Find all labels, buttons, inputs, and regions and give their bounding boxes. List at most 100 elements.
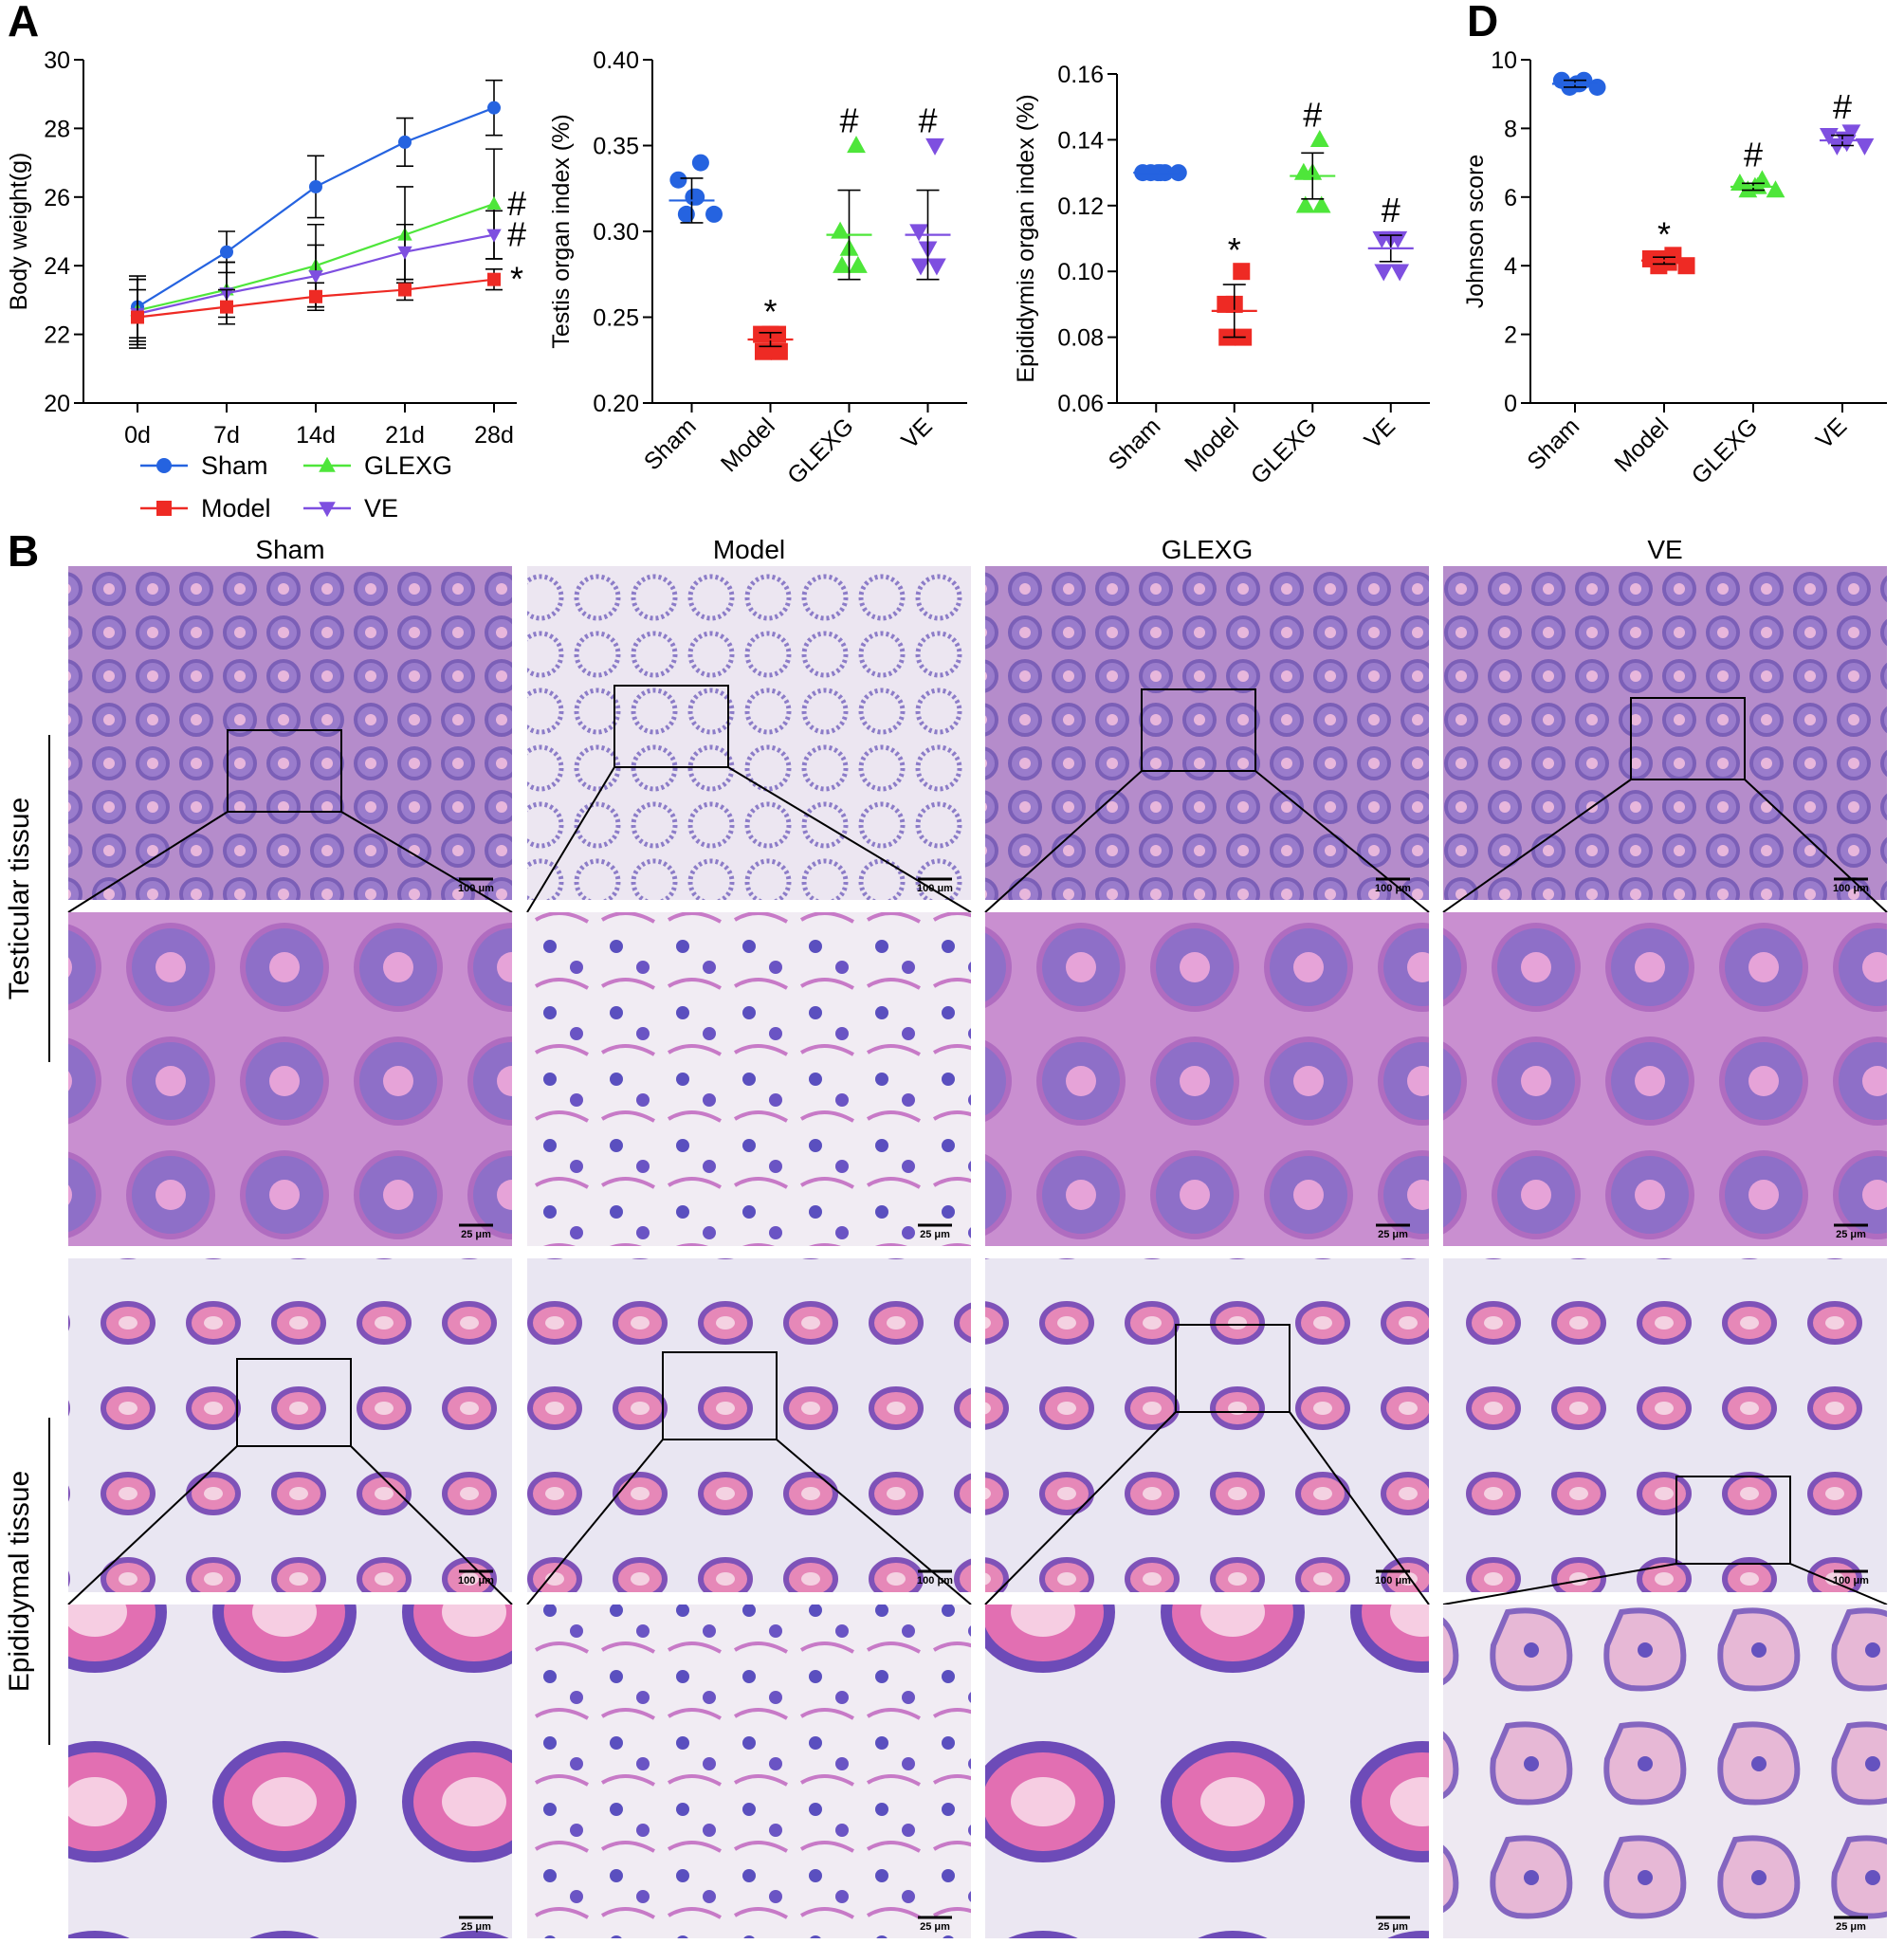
zoom-line [526, 766, 615, 913]
testis-significance-model: * [763, 292, 777, 331]
testis-point-sham [669, 171, 687, 189]
bw-ytick-label: 22 [44, 322, 70, 349]
epi-xtick-label: Model [1180, 413, 1244, 477]
row-label-testicular: Testicular tissue [4, 798, 35, 1000]
bw-point-sham [220, 245, 233, 259]
bw-point-model [309, 289, 322, 303]
bw-xtick-label: 28d [474, 422, 514, 449]
testis-point-glexg [831, 221, 850, 239]
bw-point-model [398, 283, 412, 297]
scale-bar-label: 25 μm [1378, 1229, 1408, 1240]
johnson-point-glexg [1738, 180, 1758, 198]
testis-ylabel: Testis organ index (%) [548, 114, 575, 348]
testis-point-ve [925, 138, 944, 156]
testis-point-glexg [849, 255, 868, 273]
zoom-line [1442, 1563, 1677, 1605]
bw-ytick-label: 20 [44, 391, 70, 417]
epi-ytick-label: 0.06 [1057, 391, 1104, 417]
histology-grid: Sham Model GLEXG VE 100 μm 100 μm 100 μm 100 μm… [4, 535, 1888, 1938]
scale-bar-label: 100 μm [917, 883, 953, 894]
micrograph-model-epididymis-high [527, 1605, 971, 1938]
testis-point-ve [927, 258, 946, 276]
micrograph-ve-epididymis-high [1443, 1605, 1887, 1938]
bw-point-model [487, 272, 501, 286]
johnson-significance-ve: # [1833, 87, 1852, 126]
testis-point-sham [687, 188, 705, 206]
johnson-significance-model: * [1657, 214, 1671, 253]
bw-ytick-label: 24 [44, 253, 70, 280]
micrograph-ve-testis-high [1443, 912, 1887, 1246]
micrograph-sham-testis-high [68, 912, 512, 1246]
micrograph-glexg-testis-low [985, 566, 1429, 900]
epi-point-glexg [1311, 195, 1331, 213]
zoom-line [1289, 1411, 1430, 1605]
johnson-xtick-label: VE [1811, 413, 1852, 453]
micrograph-sham-epididymis-low [68, 1258, 512, 1592]
zoom-line [727, 766, 972, 913]
column-header-model: Model [713, 535, 785, 564]
bw-point-sham [487, 101, 501, 115]
zoom-line [776, 1439, 972, 1605]
testis-xtick-label: GLEXG [782, 413, 859, 489]
micrograph-sham-epididymis-high [68, 1605, 512, 1938]
scale-bar-label: 100 μm [1375, 1575, 1411, 1586]
johnson-ytick-label: 6 [1504, 185, 1517, 211]
epi-point-model [1233, 263, 1251, 281]
johnson-ytick-label: 2 [1504, 322, 1517, 349]
johnson-point-ve [1819, 127, 1839, 145]
bw-point-sham [398, 135, 412, 149]
epididymis-index-chart: 0.06 0.08 0.10 0.12 0.14 0.16 Epididymis organ… [1013, 62, 1430, 489]
bw-significance-ve: # [507, 215, 526, 254]
testis-point-ve [911, 258, 930, 276]
testis-point-ve [909, 224, 928, 242]
testis-point-glexg [847, 136, 866, 154]
epi-ytick-label: 0.08 [1057, 325, 1104, 352]
testis-ytick-label: 0.20 [593, 391, 639, 417]
epi-point-glexg [1309, 130, 1329, 148]
scale-bar-label: 100 μm [917, 1575, 953, 1586]
legend-marker-glexg [319, 456, 336, 472]
bw-xtick-label: 21d [385, 422, 425, 449]
bw-xtick-label: 14d [296, 422, 336, 449]
testis-xtick-label: VE [896, 413, 937, 453]
epi-significance-model: * [1228, 230, 1241, 269]
testis-significance-ve: # [918, 101, 937, 140]
legend-label-sham: Sham [201, 451, 268, 480]
bw-ylabel: Body weight(g) [6, 153, 32, 311]
epi-ytick-label: 0.10 [1057, 259, 1104, 285]
johnson-xtick-label: Model [1609, 413, 1674, 477]
testis-significance-glexg: # [839, 101, 858, 140]
zoom-box [1141, 688, 1256, 772]
legend-label-model: Model [201, 494, 271, 523]
johnson-point-ve [1855, 138, 1875, 156]
scale-bar-label: 25 μm [1836, 1921, 1866, 1933]
zoom-box [613, 685, 729, 768]
epi-ylabel: Epididymis organ index (%) [1013, 94, 1039, 382]
johnson-point-sham [1588, 78, 1606, 96]
scale-bar-label: 100 μm [1833, 883, 1869, 894]
bw-ytick-label: 30 [44, 47, 70, 74]
testis-point-model [770, 342, 788, 360]
johnson-score-chart: 0 2 4 6 8 10 Johnson score Sham Model * GLEXG # VE # [1462, 47, 1887, 489]
micrograph-ve-epididymis-low [1443, 1258, 1887, 1592]
column-header-glexg: GLEXG [1162, 535, 1253, 564]
testis-ytick-label: 0.40 [593, 47, 639, 74]
testis-point-sham [705, 205, 723, 223]
testis-point-glexg [833, 255, 851, 273]
epi-ytick-label: 0.16 [1057, 62, 1104, 88]
micrograph-glexg-epididymis-low [985, 1258, 1429, 1592]
micrograph-glexg-epididymis-high [985, 1605, 1429, 1938]
epi-ytick-label: 0.14 [1057, 127, 1104, 154]
zoom-box [236, 1358, 352, 1447]
bw-point-sham [309, 179, 322, 193]
scale-bar-label: 100 μm [1833, 1575, 1869, 1586]
zoom-box [1675, 1476, 1791, 1565]
johnson-xtick-label: GLEXG [1687, 413, 1764, 489]
micrograph-model-testis-low [527, 566, 971, 900]
column-header-sham: Sham [255, 535, 324, 564]
column-header-ve: VE [1647, 535, 1682, 564]
micrograph-model-epididymis-low [527, 1258, 971, 1592]
bw-xtick-label: 0d [124, 422, 151, 449]
scale-bar-label: 25 μm [1378, 1921, 1408, 1933]
testis-point-sham [677, 205, 695, 223]
